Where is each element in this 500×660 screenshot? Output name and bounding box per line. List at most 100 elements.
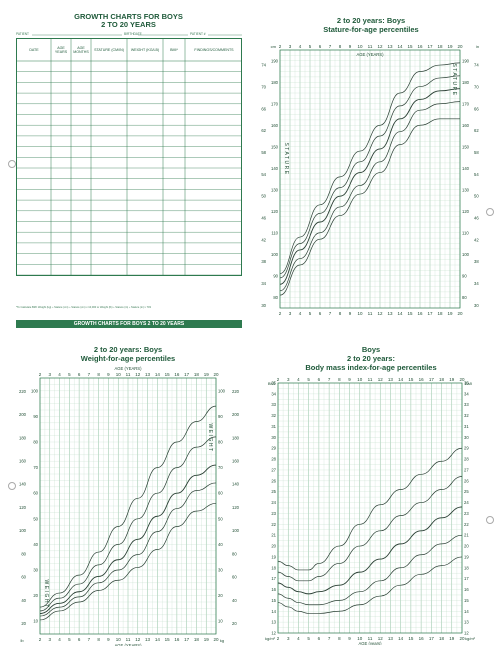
x-tick-label-top: 15 — [165, 372, 171, 377]
y-tick-label-right: 17 — [464, 576, 469, 581]
y-tick-label-right: 15 — [464, 598, 469, 603]
y-tick-label-in-left: 34 — [261, 281, 266, 286]
y-tick-label-kg: 70 — [33, 465, 38, 470]
y-tick-label-right: 27 — [464, 467, 469, 472]
y-tick-label: 28 — [271, 457, 276, 462]
stature-chart-subtitle: Stature-for-age percentiles — [323, 25, 419, 34]
y-tick-label-kg-right: 70 — [218, 465, 223, 470]
y-tick-label-cm-right: 140 — [462, 166, 470, 171]
y-tick-label-cm: 150 — [271, 144, 279, 149]
col-weight: WEIGHT (KG/LB) — [130, 48, 160, 52]
x-tick-label: 16 — [419, 636, 425, 641]
x-tick-label-top: 16 — [417, 44, 423, 49]
bmi-chart: 2233445566778899101011111212131314141515… — [265, 377, 476, 645]
x-tick-label: 14 — [155, 637, 161, 642]
x-tick-label-top: 7 — [329, 44, 332, 49]
y-tick-label-in-left: 50 — [261, 194, 266, 199]
x-tick-label: 8 — [97, 637, 100, 642]
y-tick-label-in-left: 66 — [261, 106, 266, 111]
y-tick-label-in: 62 — [474, 128, 479, 133]
x-tick-label: 15 — [407, 311, 413, 316]
y-tick-label: 30 — [271, 435, 276, 440]
y-tick-label-in: 66 — [474, 106, 479, 111]
y-axis-label: BMI — [268, 381, 275, 386]
y-tick-label: 34 — [271, 391, 276, 396]
y-tick-label-right: 31 — [464, 424, 469, 429]
y-tick-label: 35 — [271, 381, 276, 386]
y-tick-label-cm: 190 — [271, 58, 279, 63]
x-tick-label: 17 — [429, 636, 435, 641]
x-tick-label-top: 5 — [309, 44, 312, 49]
y-axis-label-right: BMI — [465, 381, 472, 386]
x-tick-label: 8 — [339, 311, 342, 316]
x-tick-label: 15 — [165, 637, 171, 642]
x-tick-label-top: 11 — [368, 44, 373, 49]
y-tick-label-lb: 160 — [19, 459, 27, 464]
x-tick-label: 19 — [204, 637, 210, 642]
x-tick-label: 6 — [78, 637, 81, 642]
series-line — [279, 62, 461, 274]
y-axis-label: STATURE — [283, 142, 289, 175]
bmi-chart-panel: Boys 2 to 20 years: Body mass index-for-… — [256, 343, 486, 646]
y-tick-label-right: 34 — [464, 391, 469, 396]
y-unit-right: kg — [220, 638, 224, 643]
y-tick-label-in-left: 74 — [261, 63, 266, 68]
x-tick-label-top: 15 — [408, 377, 414, 382]
y-tick-label-cm-right: 110 — [462, 230, 469, 235]
stature-chart: 2233445566778899101011111212131314141515… — [261, 44, 479, 316]
x-tick-label-top: 20 — [457, 44, 463, 49]
col-findings: FINDINGS/COMMENTS — [194, 48, 234, 52]
x-tick-label: 18 — [194, 637, 200, 642]
y-tick-label-lb: 120 — [19, 505, 27, 510]
y-tick-label-in-left: 38 — [261, 259, 266, 264]
x-tick-label-top: 19 — [204, 372, 210, 377]
x-tick-label-top: 11 — [126, 372, 131, 377]
y-tick-label-kg-right: 100 — [218, 388, 226, 393]
x-tick-label: 9 — [348, 636, 351, 641]
x-tick-label-top: 10 — [357, 377, 363, 382]
weight-chart-panel: 2 to 20 years: Boys Weight-for-age perce… — [12, 343, 244, 646]
y-tick-label-in: 70 — [474, 84, 479, 89]
y-tick-label: 31 — [271, 424, 276, 429]
y-tick-label-right: 14 — [464, 609, 469, 614]
y-tick-label-lb-right: 20 — [232, 621, 237, 626]
x-tick-label: 2 — [279, 311, 282, 316]
y-tick-label-cm: 130 — [271, 187, 279, 192]
y-tick-label: 32 — [271, 413, 276, 418]
x-axis-label: AGE (YEARS) — [357, 52, 385, 57]
x-tick-label: 18 — [437, 311, 443, 316]
y-tick-label-kg: 50 — [33, 516, 38, 521]
x-tick-label: 12 — [377, 311, 383, 316]
y-tick-label-in-left: 42 — [261, 237, 266, 242]
y-tick-label-cm-right: 160 — [462, 123, 470, 128]
y-tick-label-right: 23 — [464, 511, 469, 516]
y-tick-label-lb-right: 40 — [232, 598, 237, 603]
x-tick-label: 5 — [309, 311, 312, 316]
y-tick-label-in: 46 — [474, 216, 479, 221]
y-tick-label-in: 74 — [474, 63, 479, 68]
x-tick-label-top: 20 — [459, 377, 465, 382]
x-tick-label-top: 6 — [318, 377, 321, 382]
col-age-months: AGE MONTHS — [73, 46, 89, 54]
x-tick-label-top: 6 — [78, 372, 81, 377]
series-line — [39, 405, 217, 608]
x-tick-label-top: 8 — [97, 372, 100, 377]
y-tick-label-cm: 140 — [271, 166, 279, 171]
y-tick-label: 17 — [271, 576, 276, 581]
y-tick-label-right: 35 — [464, 381, 469, 386]
series-line — [279, 88, 461, 285]
y-tick-label: 27 — [271, 467, 276, 472]
y-tick-label-kg-right: 60 — [218, 491, 223, 496]
punch-hole-right-top — [486, 208, 494, 216]
x-tick-label: 19 — [447, 311, 453, 316]
y-tick-label-cm-right: 90 — [462, 273, 467, 278]
x-tick-label-top: 6 — [319, 44, 322, 49]
y-tick-label-cm: 90 — [273, 273, 278, 278]
record-footnote: *To Calculate BMI: Weight (kg) ÷ Stature… — [16, 306, 151, 309]
x-tick-label-top: 2 — [277, 377, 280, 382]
y-tick-label-lb: 60 — [21, 575, 26, 580]
x-tick-label: 10 — [116, 637, 122, 642]
y-tick-label-right: 22 — [464, 522, 469, 527]
x-tick-label: 20 — [459, 636, 465, 641]
x-tick-label: 5 — [68, 637, 71, 642]
